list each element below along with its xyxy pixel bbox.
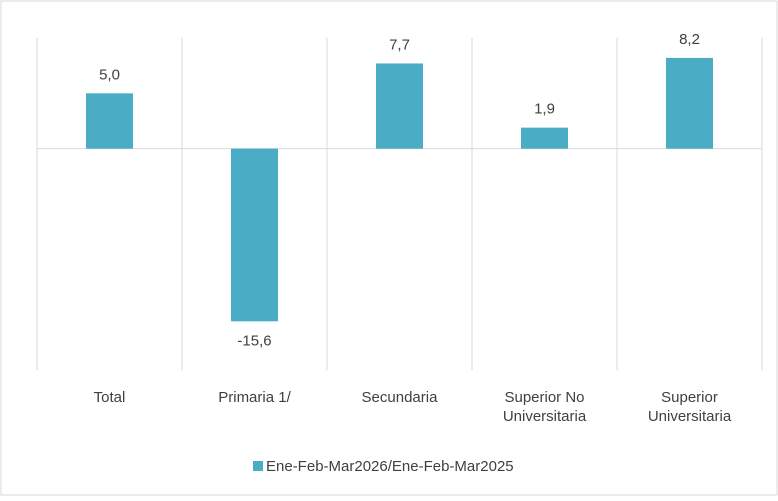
data-label: 8,2 [679, 31, 700, 48]
legend-swatch [253, 461, 263, 471]
bar [521, 127, 568, 149]
bar [666, 57, 713, 149]
bar [376, 63, 423, 149]
data-label: -15,6 [237, 332, 271, 349]
bar [231, 148, 278, 322]
x-tick-label: Total [94, 389, 126, 406]
bar [86, 93, 133, 149]
x-tick-label: Secundaria [362, 389, 439, 406]
x-tick-label: Primaria 1/ [218, 389, 291, 406]
data-label: 1,9 [534, 101, 555, 118]
x-tick-label: Superior Universitaria [648, 389, 732, 425]
data-label: 5,0 [99, 66, 120, 83]
x-tick-label: Superior No Universitaria [503, 389, 587, 425]
data-label: 7,7 [389, 36, 410, 53]
legend-label: Ene-Feb-Mar2026/Ene-Feb-Mar2025 [266, 458, 514, 475]
